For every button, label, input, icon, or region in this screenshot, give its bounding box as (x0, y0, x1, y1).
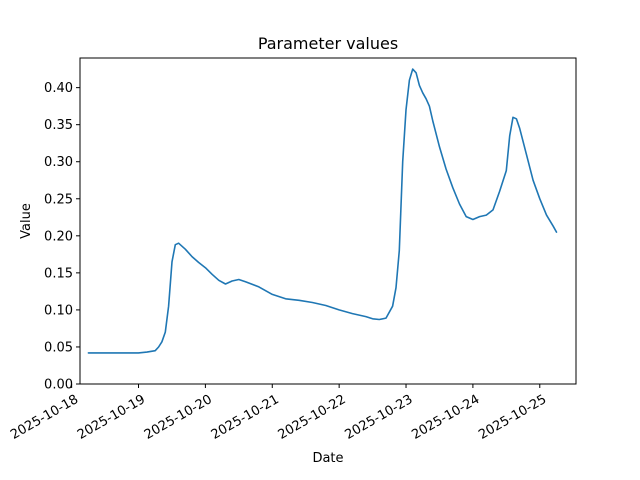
x-tick-label: 2025-10-25 (476, 392, 549, 443)
x-tick-label: 2025-10-20 (142, 392, 215, 443)
plot-area-frame (79, 57, 577, 385)
x-tick-label: 2025-10-22 (276, 392, 349, 443)
y-tick-label: 0.40 (44, 81, 73, 96)
x-axis: 2025-10-182025-10-192025-10-202025-10-21… (8, 384, 549, 443)
x-tick-label: 2025-10-21 (209, 392, 282, 443)
y-axis: 0.00 0.05 0.10 0.15 0.20 0.25 0.30 0.35 0.40 (44, 81, 80, 393)
y-axis-title: Value (19, 203, 34, 239)
chart-title: Parameter values (258, 34, 398, 53)
y-tick-label: 0.00 (44, 378, 73, 393)
x-tick-label: 2025-10-19 (75, 392, 148, 443)
series-line (87, 68, 558, 354)
x-axis-title: Date (312, 451, 343, 466)
y-tick-label: 0.35 (44, 118, 73, 133)
x-tick-label: 2025-10-24 (409, 392, 482, 443)
y-tick-label: 0.10 (44, 303, 73, 318)
y-tick-label: 0.20 (44, 229, 73, 244)
x-tick-label: 2025-10-18 (8, 392, 81, 443)
y-tick-label: 0.30 (44, 155, 73, 170)
series-layer (87, 68, 558, 354)
x-tick-label: 2025-10-23 (342, 392, 415, 443)
y-tick-label: 0.25 (44, 192, 73, 207)
y-tick-label: 0.15 (44, 266, 73, 281)
y-tick-label: 0.05 (44, 340, 73, 355)
